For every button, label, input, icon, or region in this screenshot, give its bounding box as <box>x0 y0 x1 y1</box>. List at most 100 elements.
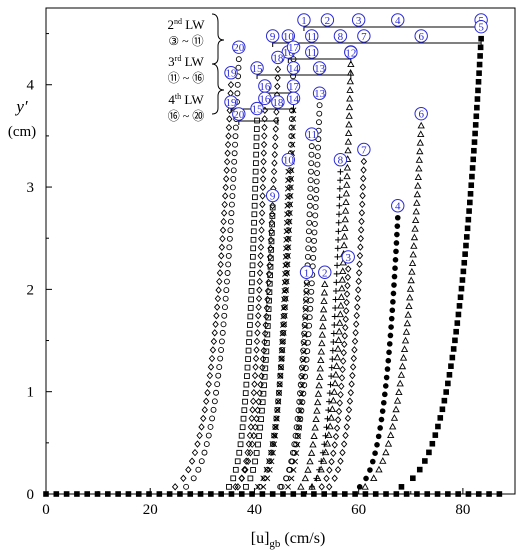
legend-marker-text: 17 <box>288 81 300 93</box>
data-point <box>307 185 314 192</box>
data-point <box>308 168 314 175</box>
data-point <box>358 217 365 226</box>
data-point <box>336 185 343 192</box>
data-point <box>338 382 345 390</box>
curve-label-circle <box>344 45 358 59</box>
data-point <box>105 491 111 497</box>
data-point <box>310 432 318 439</box>
data-point <box>332 304 339 311</box>
legend-marker-text: 15 <box>252 63 264 75</box>
data-point <box>343 181 351 188</box>
data-point <box>270 449 276 456</box>
data-point <box>220 321 227 328</box>
data-point <box>350 354 357 363</box>
data-point <box>84 491 91 497</box>
data-point <box>336 399 344 407</box>
data-point <box>256 389 263 397</box>
data-point <box>218 491 224 497</box>
data-point <box>259 200 266 209</box>
data-point <box>266 458 272 465</box>
data-point <box>472 130 478 137</box>
data-point <box>197 491 204 497</box>
data-point <box>311 491 317 497</box>
data-point <box>269 441 276 448</box>
data-point <box>304 348 311 355</box>
data-point <box>316 110 323 117</box>
data-point <box>286 193 293 199</box>
data-point <box>191 448 199 457</box>
data-point <box>256 286 263 294</box>
data-point <box>384 439 393 447</box>
data-point <box>232 483 239 491</box>
data-point <box>343 298 350 307</box>
data-point <box>253 160 259 166</box>
data-point <box>250 432 257 440</box>
curve-label-15: 15 <box>250 101 264 116</box>
curve-label-19: 19 <box>224 66 238 80</box>
data-point <box>253 337 261 346</box>
data-point <box>280 329 287 336</box>
data-point <box>316 373 324 380</box>
legend-marker-circle <box>305 45 319 59</box>
legend-marker-text: 7 <box>361 31 367 43</box>
data-point <box>343 290 351 298</box>
data-point <box>309 440 317 448</box>
data-point <box>261 373 268 380</box>
data-point <box>225 252 232 259</box>
data-point <box>341 224 349 231</box>
data-point <box>227 227 234 234</box>
data-point <box>468 182 475 189</box>
legend-marker-text: 20 <box>233 109 245 121</box>
data-point <box>448 363 454 369</box>
data-point <box>311 423 319 431</box>
data-point <box>224 149 231 157</box>
data-point <box>218 252 225 260</box>
data-point <box>268 219 275 227</box>
baseline-series <box>43 491 503 497</box>
data-point <box>288 116 295 122</box>
data-point <box>288 133 295 140</box>
data-point <box>379 457 387 464</box>
data-point <box>252 354 260 363</box>
data-point <box>307 305 314 312</box>
data-point <box>331 474 338 482</box>
series-2 <box>297 280 329 490</box>
data-point <box>408 259 417 267</box>
data-point <box>410 233 419 241</box>
data-point <box>310 254 317 261</box>
curve-label-20: 20 <box>232 40 246 54</box>
data-point <box>426 449 432 456</box>
legend-group-1: 2nd LW ③ ~ ⑪ <box>168 17 206 48</box>
curve-label-circle <box>341 250 355 264</box>
data-point <box>268 238 275 245</box>
data-point <box>258 209 266 217</box>
data-point <box>321 491 328 497</box>
data-point <box>398 362 407 370</box>
data-point <box>410 475 416 482</box>
data-point <box>344 137 352 145</box>
data-point <box>294 433 301 439</box>
data-point <box>213 389 220 396</box>
data-point <box>372 450 378 457</box>
data-point <box>318 330 326 338</box>
data-point <box>264 340 270 346</box>
data-point <box>475 491 482 497</box>
data-point <box>326 466 333 474</box>
data-point <box>270 167 278 176</box>
data-point <box>337 457 344 465</box>
data-point <box>308 288 315 295</box>
data-point <box>283 287 290 293</box>
data-point <box>260 157 267 166</box>
data-point <box>297 381 304 388</box>
legend-group-3: 4th LW ⑯ ~ ⑳ <box>168 92 205 123</box>
data-point <box>456 303 463 309</box>
data-point <box>268 210 276 218</box>
data-point <box>344 414 352 423</box>
data-point <box>269 213 276 219</box>
data-point <box>382 383 389 389</box>
data-point <box>253 143 260 149</box>
curve-label-2: 2 <box>318 265 332 279</box>
data-point <box>391 282 397 288</box>
data-point <box>380 399 387 406</box>
data-point <box>413 199 421 206</box>
